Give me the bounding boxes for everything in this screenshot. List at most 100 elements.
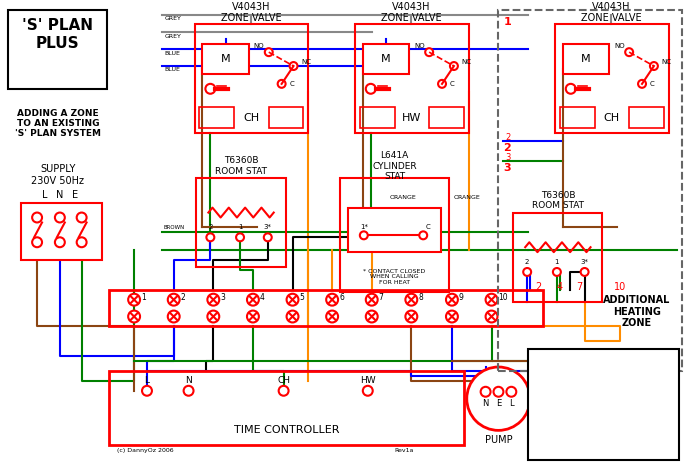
- Text: 2: 2: [208, 225, 213, 230]
- Circle shape: [360, 231, 368, 239]
- Text: 1: 1: [555, 259, 559, 265]
- Text: BLUE: BLUE: [165, 67, 181, 73]
- Text: PUMP: PUMP: [484, 435, 512, 445]
- Text: E: E: [72, 190, 78, 200]
- Circle shape: [406, 311, 417, 322]
- Text: N: N: [185, 376, 192, 385]
- Circle shape: [279, 386, 288, 396]
- Text: (c) DannyOz 2006: (c) DannyOz 2006: [117, 448, 174, 453]
- Circle shape: [425, 48, 433, 56]
- Text: ORANGE: ORANGE: [454, 195, 481, 200]
- Circle shape: [208, 311, 219, 322]
- Text: 10: 10: [614, 282, 627, 292]
- Text: NC: NC: [462, 59, 472, 65]
- Circle shape: [446, 294, 458, 306]
- Bar: [197, 178, 286, 267]
- Text: 2: 2: [525, 259, 529, 265]
- Bar: [355, 24, 469, 133]
- Text: 5: 5: [299, 293, 304, 302]
- Text: L: L: [144, 376, 150, 385]
- Bar: [195, 24, 308, 133]
- Text: HW: HW: [402, 114, 421, 124]
- Text: L: L: [42, 190, 48, 200]
- Text: 4: 4: [260, 293, 265, 302]
- Text: 1: 1: [141, 293, 146, 302]
- Text: NC: NC: [302, 59, 311, 65]
- Text: L: L: [509, 399, 513, 408]
- Circle shape: [363, 386, 373, 396]
- Text: T6360B
ROOM STAT: T6360B ROOM STAT: [215, 156, 267, 176]
- Circle shape: [523, 268, 531, 276]
- Text: HW: HW: [360, 376, 375, 385]
- Bar: [629, 107, 664, 128]
- Text: 'S' PLAN
PLUS: 'S' PLAN PLUS: [22, 18, 93, 51]
- Text: ADDING A ZONE
TO AN EXISTING
'S' PLAN SYSTEM: ADDING A ZONE TO AN EXISTING 'S' PLAN SY…: [15, 109, 101, 139]
- Circle shape: [486, 311, 497, 322]
- Circle shape: [650, 62, 658, 70]
- Circle shape: [206, 234, 215, 241]
- Circle shape: [142, 386, 152, 396]
- Text: N: N: [582, 394, 588, 403]
- Circle shape: [493, 387, 504, 397]
- Text: V4043H
ZONE VALVE: V4043H ZONE VALVE: [581, 2, 642, 23]
- Text: E: E: [496, 399, 501, 408]
- Circle shape: [247, 311, 259, 322]
- Text: NO: NO: [253, 43, 264, 49]
- Circle shape: [265, 48, 273, 56]
- Circle shape: [581, 268, 589, 276]
- Bar: [513, 212, 602, 302]
- Text: 7: 7: [577, 282, 583, 292]
- Text: 6: 6: [339, 293, 344, 302]
- Bar: [269, 107, 304, 128]
- Circle shape: [290, 62, 297, 70]
- Bar: [340, 178, 449, 292]
- Circle shape: [602, 381, 611, 391]
- Bar: [348, 208, 441, 252]
- Circle shape: [286, 311, 299, 322]
- Text: 3: 3: [505, 153, 511, 161]
- Text: 2: 2: [505, 133, 511, 142]
- Bar: [363, 44, 409, 74]
- Circle shape: [168, 294, 179, 306]
- Text: 3: 3: [220, 293, 225, 302]
- Bar: [21, 203, 102, 260]
- Text: M: M: [221, 54, 230, 64]
- Circle shape: [638, 80, 646, 88]
- Text: TIME CONTROLLER: TIME CONTROLLER: [234, 425, 339, 435]
- Text: 2: 2: [181, 293, 186, 302]
- Bar: [109, 290, 543, 326]
- Text: 9: 9: [459, 293, 464, 302]
- Text: CONVENTIONAL STAT
SHARED TIMESWITCH: CONVENTIONAL STAT SHARED TIMESWITCH: [544, 388, 662, 410]
- Circle shape: [55, 237, 65, 247]
- Text: C: C: [650, 81, 655, 87]
- Text: 7: 7: [379, 293, 384, 302]
- Text: OPTION 1:: OPTION 1:: [571, 366, 635, 376]
- Circle shape: [264, 234, 272, 241]
- Circle shape: [184, 386, 193, 396]
- Text: V4043H
ZONE VALVE: V4043H ZONE VALVE: [381, 2, 442, 23]
- Circle shape: [553, 268, 561, 276]
- Circle shape: [32, 212, 42, 222]
- Text: BROWN: BROWN: [164, 225, 185, 230]
- Bar: [109, 371, 464, 445]
- Circle shape: [326, 311, 338, 322]
- Circle shape: [77, 237, 86, 247]
- Text: ADDITIONAL
HEATING
ZONE: ADDITIONAL HEATING ZONE: [603, 295, 671, 328]
- Circle shape: [128, 294, 140, 306]
- Text: ORANGE: ORANGE: [390, 195, 416, 200]
- Text: 10: 10: [498, 293, 508, 302]
- Circle shape: [446, 311, 458, 322]
- Text: V4043H
ZONE VALVE: V4043H ZONE VALVE: [221, 2, 282, 23]
- Text: NO: NO: [414, 43, 424, 49]
- Text: C: C: [450, 81, 455, 87]
- Text: M: M: [581, 54, 591, 64]
- Bar: [528, 349, 679, 460]
- Circle shape: [506, 387, 516, 397]
- Bar: [555, 24, 669, 133]
- Text: BLUE: BLUE: [165, 51, 181, 56]
- Bar: [560, 107, 595, 128]
- Circle shape: [366, 294, 377, 306]
- Circle shape: [486, 294, 497, 306]
- Bar: [360, 107, 395, 128]
- Text: GREY: GREY: [165, 16, 181, 21]
